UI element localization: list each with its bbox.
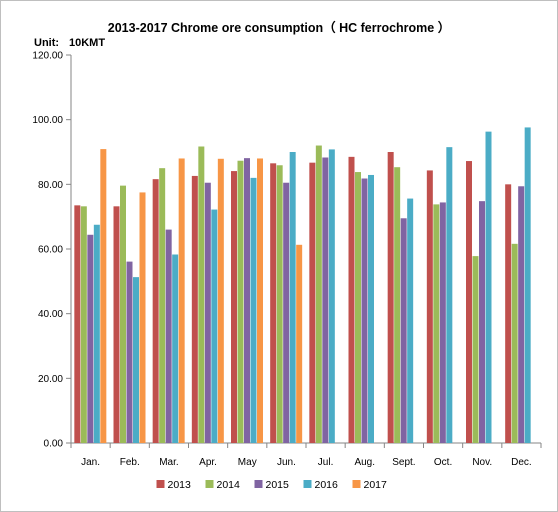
bar-2014-oct: [433, 204, 440, 443]
x-tick-label: Dec.: [511, 457, 532, 468]
bar-2014-apr: [198, 146, 205, 443]
legend-label-2016: 2016: [315, 479, 339, 491]
bar-2016-sept: [407, 198, 414, 443]
bar-2017-apr: [217, 158, 224, 444]
bar-2016-oct: [446, 147, 453, 443]
bar-2015-jun: [283, 182, 290, 443]
bar-2016-aug: [368, 174, 374, 443]
bar-2015-nov: [479, 201, 485, 443]
bar-2015-may: [244, 158, 250, 443]
bar-2014-jul: [315, 145, 322, 443]
bar-2013-oct: [426, 170, 433, 443]
bar-2016-jan: [93, 224, 100, 443]
x-tick-label: May: [238, 457, 257, 468]
bar-2013-may: [231, 171, 237, 443]
bar-2013-feb: [113, 206, 120, 443]
bar-2015-aug: [361, 178, 368, 443]
x-tick-label: Feb.: [120, 457, 140, 468]
legend-label-2017: 2017: [364, 479, 388, 491]
x-tick-label: Jun.: [277, 457, 296, 468]
bar-2014-jun: [276, 165, 283, 443]
y-tick-label: 0.00: [44, 439, 64, 450]
bar-2015-dec: [518, 186, 525, 443]
bar-2013-sept: [387, 152, 394, 443]
legend-swatch-2015: [254, 480, 263, 488]
y-tick-label: 100.00: [32, 115, 63, 126]
bar-2013-jun: [270, 163, 277, 443]
bar-2015-sept: [400, 218, 407, 443]
y-tick-label: 120.00: [32, 51, 63, 62]
legend: 2013 2014 2015 2016 2017: [156, 479, 388, 491]
bar-2017-jun: [296, 244, 303, 443]
bar-2015-feb: [126, 261, 133, 443]
legend-label-2013: 2013: [168, 479, 192, 491]
bar-2016-mar: [172, 254, 179, 443]
bar-2016-apr: [211, 209, 218, 443]
bar-2016-jun: [289, 152, 296, 443]
bar-2017-mar: [178, 158, 185, 443]
x-tick-label: Nov.: [472, 457, 492, 468]
bar-2015-jul: [322, 157, 329, 443]
bar-2016-nov: [485, 131, 492, 443]
bar-2015-mar: [165, 229, 172, 443]
unit-label: Unit:: [34, 37, 59, 49]
bar-2013-mar: [152, 179, 159, 443]
bar-2014-nov: [472, 256, 479, 443]
unit-value: 10KMT: [69, 37, 105, 49]
legend-label-2015: 2015: [266, 479, 290, 491]
bar-2015-apr: [204, 182, 211, 443]
bar-2016-dec: [524, 127, 531, 444]
legend-swatch-2014: [205, 480, 214, 488]
x-tick-label: Apr.: [199, 457, 217, 468]
bar-2013-dec: [505, 184, 512, 443]
y-tick-label: 40.00: [38, 309, 63, 320]
x-tick-label: Aug.: [354, 457, 375, 468]
x-tick-label: Jan.: [81, 457, 100, 468]
legend-swatch-2017: [352, 480, 361, 488]
bar-2017-may: [257, 158, 263, 443]
bars: [74, 127, 531, 444]
x-tick-label: Mar.: [159, 457, 178, 468]
x-tick-label: Sept.: [392, 457, 415, 468]
bar-2017-jan: [100, 149, 107, 443]
bar-2016-may: [250, 177, 257, 443]
y-tick-label: 20.00: [38, 374, 63, 385]
bar-2014-dec: [511, 243, 518, 443]
bar-2015-jan: [87, 234, 94, 443]
x-tick-label: Oct.: [434, 457, 452, 468]
y-tick-label: 80.00: [38, 180, 63, 191]
bar-2016-jul: [328, 149, 335, 443]
bar-2013-aug: [348, 156, 355, 443]
bar-2016-feb: [133, 277, 139, 443]
y-tick-label: 60.00: [38, 245, 63, 256]
bar-2014-mar: [159, 168, 166, 444]
legend-swatch-2013: [156, 480, 165, 488]
bar-2013-nov: [466, 161, 472, 444]
axes: 0.00 20.00 40.00 60.00 80.00 100.00 120.00 Jan.…: [32, 51, 542, 468]
bar-2013-jan: [74, 205, 81, 443]
bar-2015-oct: [439, 202, 446, 443]
bar-2014-may: [237, 160, 244, 444]
legend-swatch-2016: [303, 480, 312, 488]
bar-2017-feb: [139, 192, 146, 443]
bar-2014-aug: [355, 172, 361, 444]
chart-title: 2013-2017 Chrome ore consumption（ HC fer…: [108, 20, 450, 35]
bar-2014-sept: [394, 167, 401, 443]
bar-2013-apr: [191, 175, 198, 443]
x-tick-label: Jul.: [318, 457, 334, 468]
bar-2014-jan: [80, 206, 87, 443]
bar-2013-jul: [309, 162, 316, 444]
bar-2014-feb: [120, 185, 126, 443]
legend-label-2014: 2014: [217, 479, 241, 491]
